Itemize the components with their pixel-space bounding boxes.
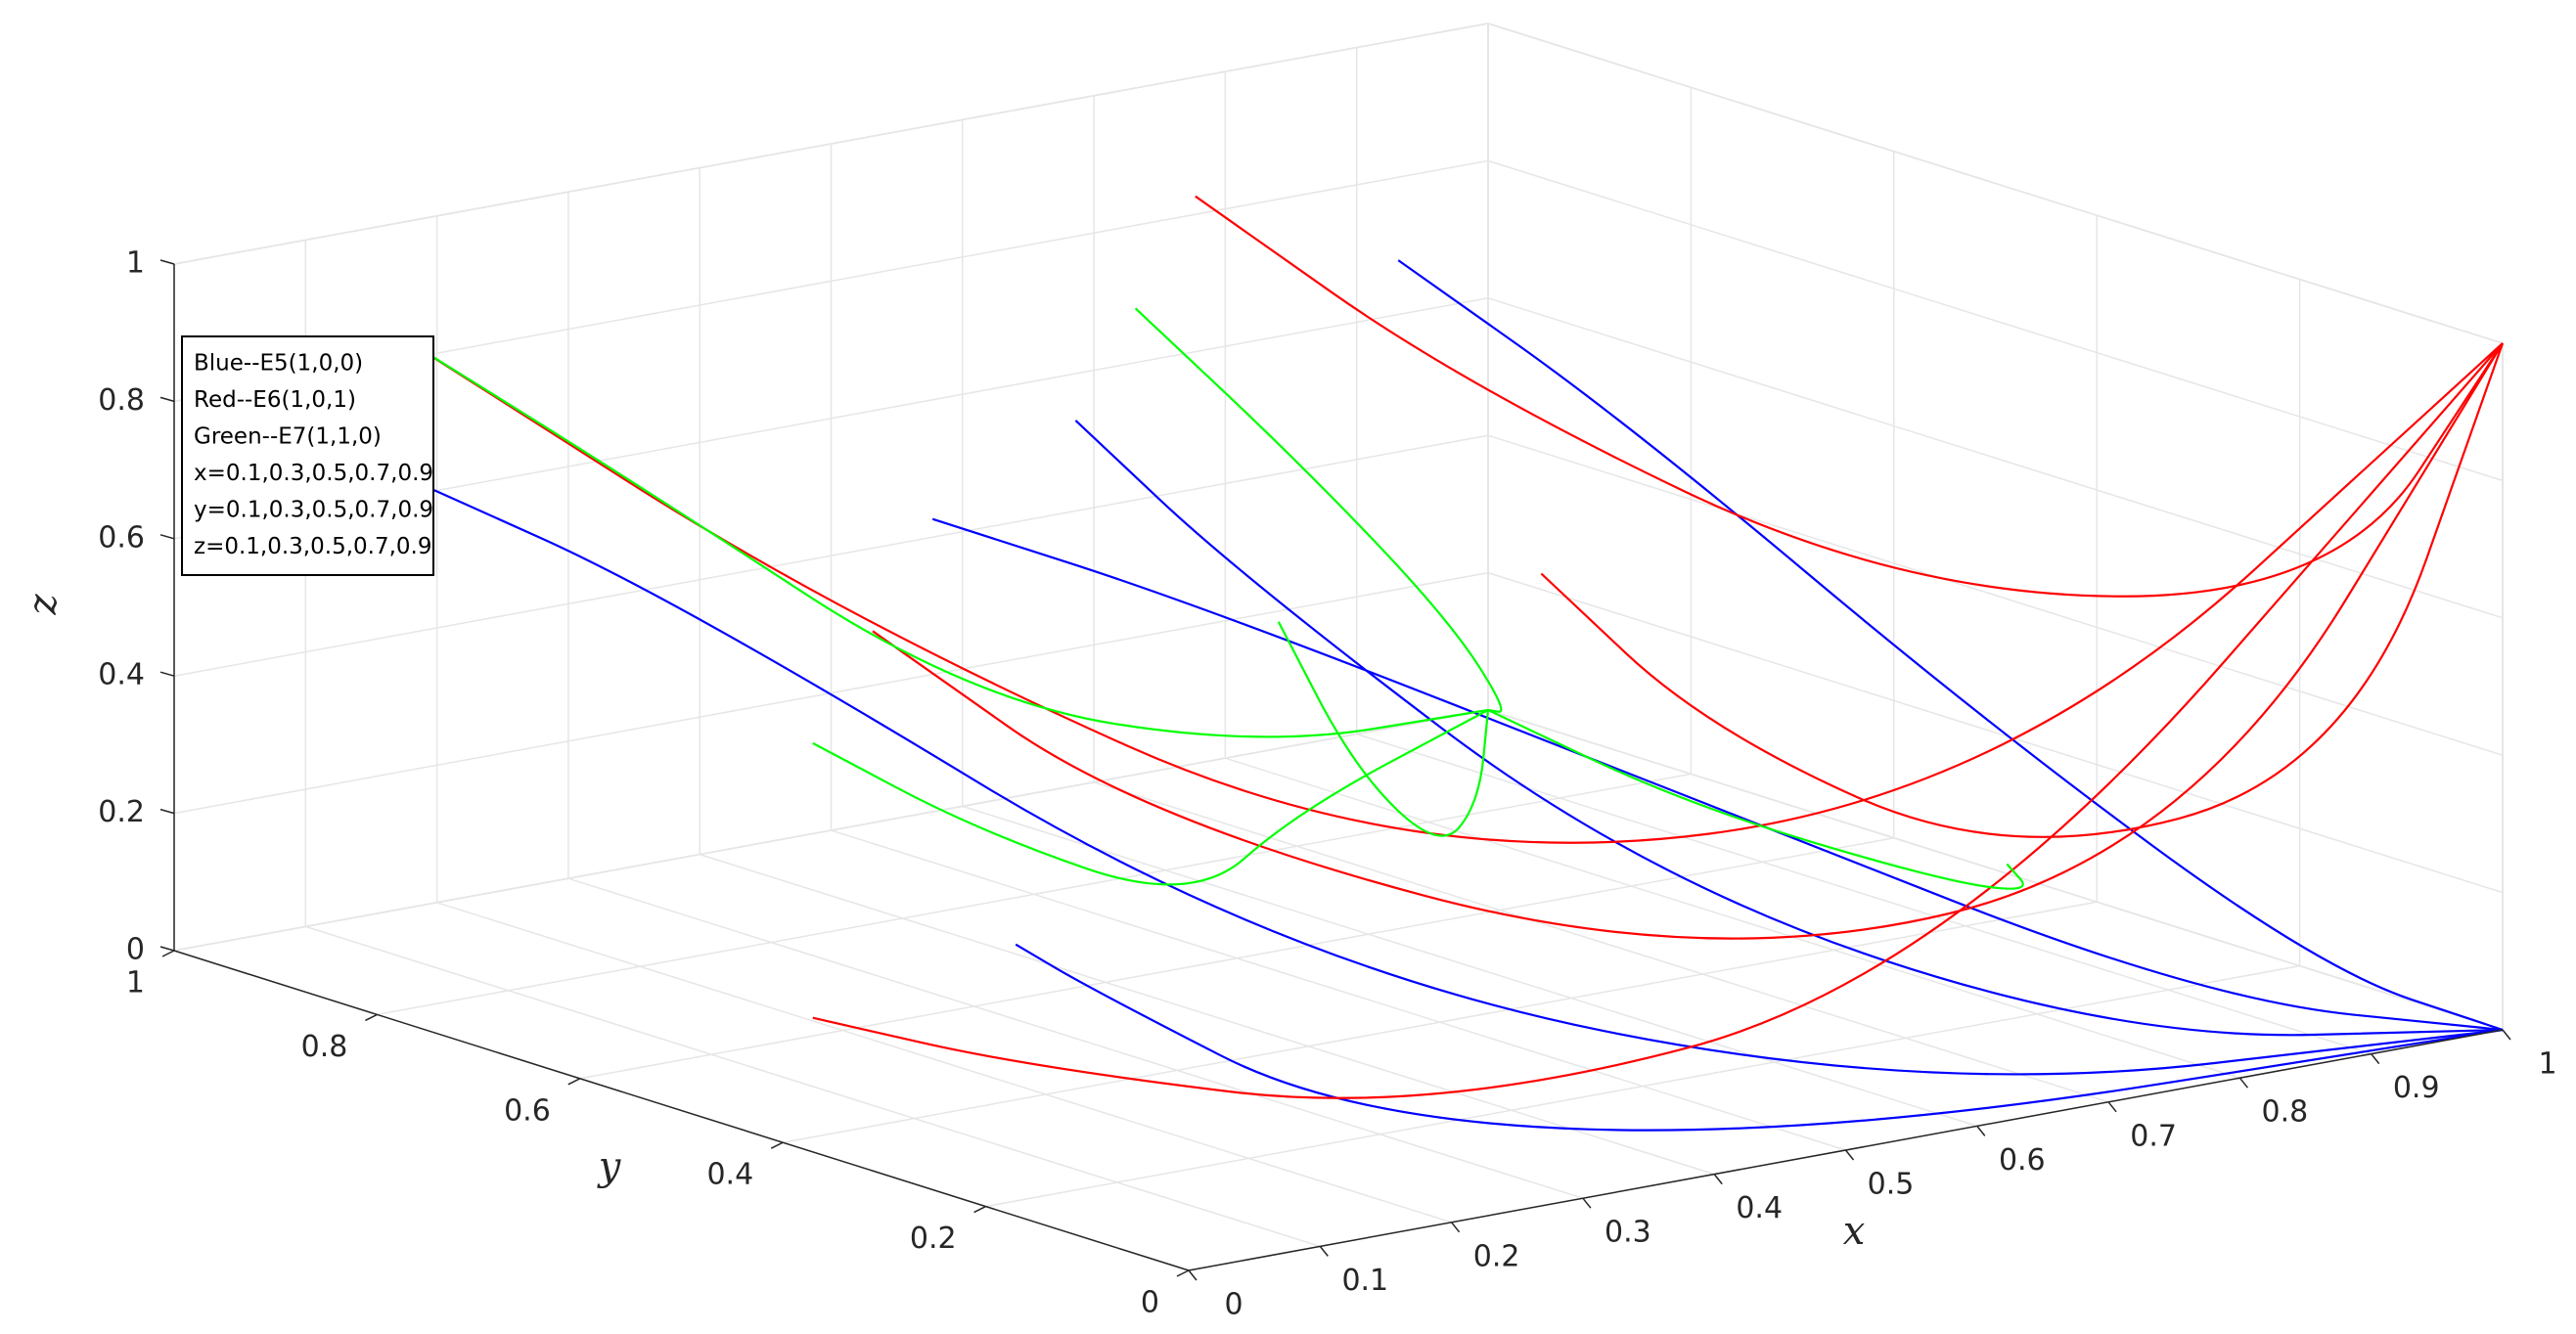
legend-entry: Red--E6(1,0,1) <box>194 387 356 413</box>
grid-line <box>962 805 1978 1128</box>
x-tick-label: 0.5 <box>1868 1168 1915 1202</box>
y-tick-label: 0 <box>1141 1286 1159 1320</box>
axis-line <box>173 950 1190 1271</box>
grid-line <box>1487 297 2504 619</box>
x-tick-label: 0.2 <box>1473 1239 1520 1273</box>
x-tick-label: 0.3 <box>1604 1216 1651 1250</box>
trajectory <box>406 476 2504 1076</box>
grid-line <box>699 853 1715 1176</box>
annotation: y=0.1,0.3,0.5,0.7,0.9 <box>194 498 433 523</box>
x-tick-label: 0.1 <box>1341 1264 1388 1298</box>
tick-mark <box>1451 1222 1461 1233</box>
grid-line <box>1487 22 2504 344</box>
x-tick-label: 0.8 <box>2262 1095 2309 1130</box>
x-axis-label: x <box>1843 1209 1866 1254</box>
tick-mark <box>159 396 175 403</box>
z-tick-label: 0.8 <box>98 383 145 418</box>
z-tick-label: 0 <box>126 933 145 967</box>
tick-mark <box>2502 1029 2511 1041</box>
tick-mark <box>1844 1149 1855 1161</box>
tick-mark <box>159 808 175 815</box>
tick-mark <box>161 950 175 957</box>
grid-line <box>1487 709 2504 1031</box>
grid-line <box>1487 434 2504 756</box>
legend-entry: Blue--E5(1,0,0) <box>194 351 363 377</box>
trajectory <box>931 517 2504 1032</box>
grid-line <box>305 925 1321 1248</box>
z-tick-label: 0.6 <box>98 520 145 555</box>
tick-mark <box>159 259 175 265</box>
trajectory <box>406 339 2504 844</box>
tick-mark <box>1976 1125 1986 1136</box>
trajectory <box>1134 307 1503 713</box>
tick-mark <box>1188 1269 1198 1281</box>
grid-line <box>831 829 1846 1151</box>
y-axis-label: y <box>597 1144 622 1189</box>
y-tick-label: 0.8 <box>301 1030 348 1064</box>
tick-mark <box>1582 1197 1592 1209</box>
z-tick-label: 0.2 <box>98 795 145 829</box>
grid-line <box>985 964 2300 1208</box>
trajectory <box>1015 943 2504 1132</box>
tick-mark <box>159 671 175 677</box>
trajectory <box>1277 621 1490 837</box>
grid-line <box>567 877 1584 1199</box>
x-tick-label: 0.7 <box>2130 1119 2177 1153</box>
trajectory <box>1540 342 2505 838</box>
x-tick-label: 0.4 <box>1736 1191 1783 1225</box>
grid-line <box>1225 757 2240 1079</box>
grid-line <box>1093 781 2109 1103</box>
tick-mark <box>770 1141 784 1149</box>
z-tick-label: 1 <box>126 246 145 281</box>
grid-line <box>1487 571 2504 894</box>
legend-frame <box>181 335 434 576</box>
annotation: z=0.1,0.3,0.5,0.7,0.9 <box>194 534 431 559</box>
trajectory <box>1195 195 2504 598</box>
tick-mark <box>2371 1053 2380 1065</box>
z-tick-label: 0.4 <box>98 658 145 692</box>
y-tick-label: 1 <box>126 966 145 1000</box>
trajectory <box>1397 259 2504 1032</box>
grid-line <box>173 571 1489 815</box>
grid-line <box>173 22 1489 265</box>
grid-line <box>783 901 2098 1143</box>
z-axis-label: z <box>21 594 66 616</box>
tick-mark <box>567 1078 581 1086</box>
trajectory <box>872 342 2504 940</box>
grid-line <box>579 837 1894 1080</box>
tick-mark <box>1176 1269 1190 1277</box>
tick-mark <box>2107 1101 2117 1113</box>
trajectory <box>1487 709 2024 890</box>
y-tick-label: 0.6 <box>504 1093 551 1128</box>
grid-line <box>436 902 1452 1223</box>
annotation: x=0.1,0.3,0.5,0.7,0.9 <box>194 461 433 486</box>
y-tick-label: 0.2 <box>910 1222 957 1256</box>
tick-mark <box>365 1013 378 1022</box>
grid-line <box>377 773 1692 1016</box>
tick-mark <box>1319 1245 1329 1257</box>
trajectory <box>406 339 1489 738</box>
grid-line <box>173 434 1489 677</box>
legend-box: Blue--E5(1,0,0) Red--E6(1,0,1) Green--E7(1… <box>181 335 434 576</box>
tick-mark <box>973 1205 986 1214</box>
tick-mark <box>1713 1174 1723 1185</box>
x-tick-label: 1 <box>2538 1047 2556 1082</box>
trajectory <box>812 709 1489 886</box>
x-tick-label: 0 <box>1224 1288 1243 1322</box>
tick-mark <box>2238 1077 2248 1089</box>
legend-entry: Green--E7(1,1,0) <box>194 424 382 450</box>
x-tick-label: 0.9 <box>2393 1071 2440 1105</box>
x-tick-label: 0.6 <box>1999 1143 2046 1178</box>
y-tick-label: 0.4 <box>706 1158 753 1192</box>
trajectory <box>812 342 2504 1099</box>
grid-line <box>1487 159 2504 482</box>
trajectory <box>1074 420 2504 1037</box>
tick-mark <box>159 946 175 952</box>
tick-mark <box>159 534 175 540</box>
grid-line <box>173 709 1489 952</box>
